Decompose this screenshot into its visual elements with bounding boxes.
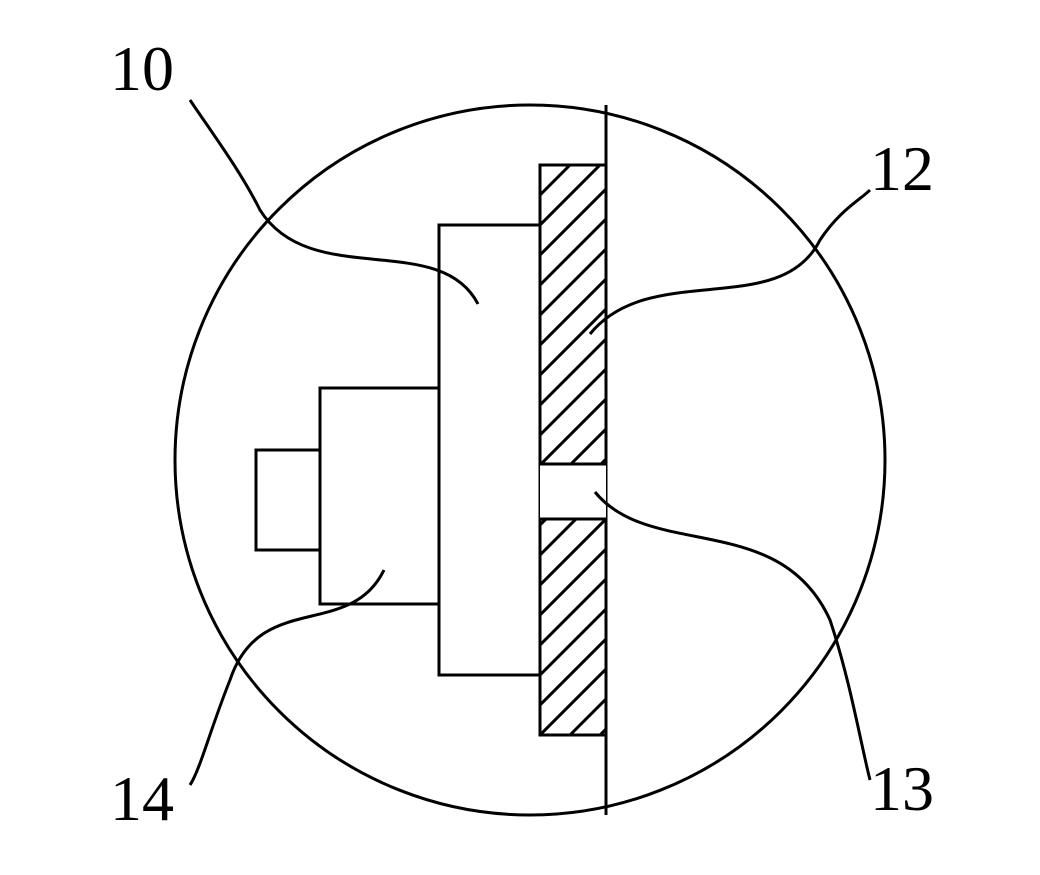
knob-rect bbox=[256, 450, 320, 550]
mechanical-diagram: 10 12 13 14 bbox=[0, 0, 1040, 875]
label-10: 10 bbox=[110, 33, 174, 104]
label-14: 14 bbox=[110, 763, 174, 834]
leader-10 bbox=[190, 100, 478, 304]
leader-14 bbox=[190, 570, 384, 785]
leader-13 bbox=[595, 492, 870, 780]
leader-12 bbox=[590, 190, 870, 334]
label-13: 13 bbox=[870, 753, 934, 824]
bracket-rect bbox=[320, 388, 439, 604]
small-rect bbox=[439, 225, 540, 675]
label-12: 12 bbox=[870, 133, 934, 204]
